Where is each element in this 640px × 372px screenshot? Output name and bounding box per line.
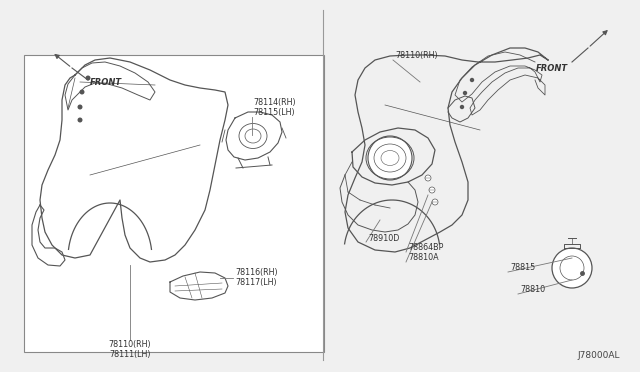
- Circle shape: [470, 78, 474, 82]
- Text: J78000AL: J78000AL: [577, 351, 620, 360]
- Text: 78111(LH): 78111(LH): [109, 350, 151, 359]
- Text: 78810: 78810: [520, 285, 545, 295]
- Circle shape: [552, 248, 592, 288]
- Text: FRONT: FRONT: [536, 64, 568, 73]
- Text: 78116(RH): 78116(RH): [235, 267, 278, 276]
- Text: 78110(RH): 78110(RH): [395, 51, 438, 60]
- Text: 78114(RH): 78114(RH): [253, 97, 296, 106]
- Bar: [24, 55, 324, 352]
- Text: 78910D: 78910D: [368, 234, 399, 243]
- Text: FRONT: FRONT: [90, 77, 122, 87]
- Circle shape: [368, 136, 412, 180]
- Text: 78864BP: 78864BP: [408, 244, 444, 253]
- Circle shape: [463, 91, 467, 95]
- Text: 78115(LH): 78115(LH): [253, 108, 294, 116]
- Circle shape: [432, 199, 438, 205]
- Text: 78110(RH): 78110(RH): [109, 340, 151, 350]
- Circle shape: [86, 76, 90, 80]
- Text: 78815: 78815: [510, 263, 535, 273]
- Text: 78117(LH): 78117(LH): [235, 278, 276, 286]
- Circle shape: [79, 90, 84, 94]
- Circle shape: [425, 175, 431, 181]
- Circle shape: [460, 105, 464, 109]
- Circle shape: [77, 118, 83, 122]
- Text: 78810A: 78810A: [408, 253, 438, 263]
- Circle shape: [429, 187, 435, 193]
- Circle shape: [77, 105, 83, 109]
